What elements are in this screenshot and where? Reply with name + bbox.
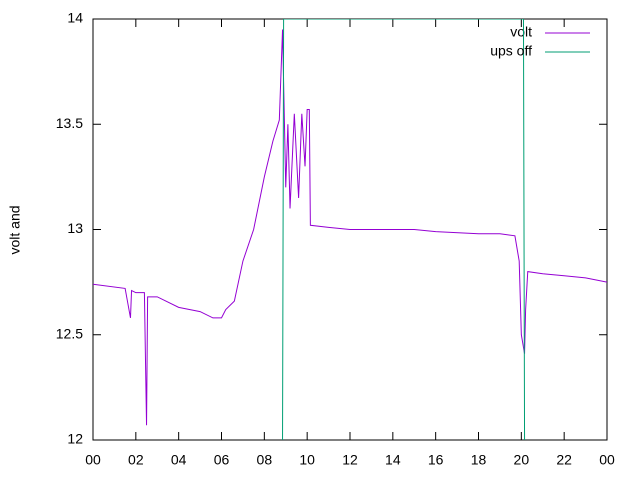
x-tick-label: 22 bbox=[556, 452, 572, 468]
y-tick-label: 14 bbox=[67, 10, 83, 26]
series-line bbox=[93, 29, 607, 426]
x-tick-label: 12 bbox=[342, 452, 358, 468]
legend-label: ups off bbox=[490, 43, 532, 59]
x-tick-label: 14 bbox=[385, 452, 401, 468]
y-tick-label: 13 bbox=[67, 220, 83, 236]
x-tick-label: 00 bbox=[599, 452, 615, 468]
y-tick-label: 12 bbox=[67, 431, 83, 447]
x-tick-label: 08 bbox=[257, 452, 273, 468]
x-tick-label: 04 bbox=[171, 452, 187, 468]
x-tick-label: 06 bbox=[214, 452, 230, 468]
y-axis-label: volt and bbox=[7, 205, 23, 254]
y-tick-label: 13.5 bbox=[56, 115, 83, 131]
legend-label: volt bbox=[510, 24, 532, 40]
x-tick-label: 20 bbox=[514, 452, 530, 468]
x-tick-label: 16 bbox=[428, 452, 444, 468]
y-tick-label: 12.5 bbox=[56, 325, 83, 341]
x-tick-label: 10 bbox=[299, 452, 315, 468]
x-tick-label: 00 bbox=[85, 452, 101, 468]
x-tick-label: 02 bbox=[128, 452, 144, 468]
series-line bbox=[282, 19, 526, 440]
x-tick-label: 18 bbox=[471, 452, 487, 468]
